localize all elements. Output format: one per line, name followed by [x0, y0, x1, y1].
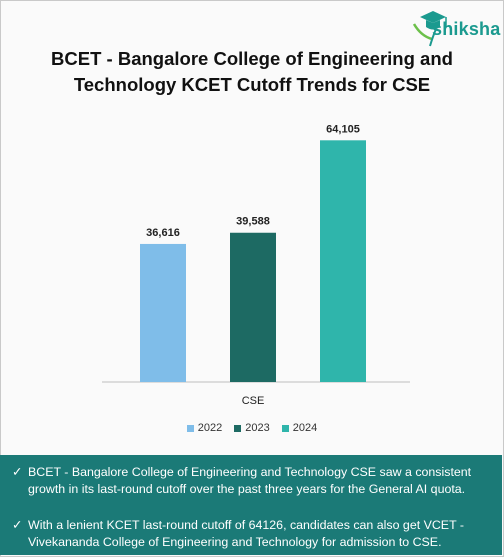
note-item: ✓ With a lenient KCET last-round cutoff …: [12, 517, 504, 551]
legend-label: 2024: [292, 422, 318, 434]
note-text: BCET - Bangalore College of Engineering …: [28, 465, 472, 496]
chart-title: BCET - Bangalore College of Engineering …: [51, 48, 453, 95]
category-label: CSE: [242, 395, 265, 407]
data-label-2023: 39,588: [236, 216, 270, 228]
graduation-cap-icon: [412, 11, 447, 47]
chart-legend: 2022 2023 2024: [0, 422, 504, 434]
checkmark-icon: ✓: [12, 465, 23, 479]
notes-panel: ✓ BCET - Bangalore College of Engineerin…: [0, 455, 502, 555]
bar-chart: 36,616 39,588 64,105 CSE: [102, 123, 410, 407]
checkmark-icon: ✓: [12, 518, 23, 532]
note-text: With a lenient KCET last-round cutoff of…: [28, 518, 464, 549]
legend-item-2022: 2022: [186, 422, 223, 434]
legend-item-2024: 2024: [281, 422, 318, 434]
data-label-2022: 36,616: [146, 227, 180, 239]
bar-2022: [140, 243, 186, 382]
legend-label: 2022: [197, 422, 223, 434]
bar-2024: [320, 140, 366, 382]
legend-item-2023: 2023: [234, 422, 270, 434]
bar-2023: [230, 232, 276, 382]
legend-swatch: [234, 424, 242, 432]
brand-logo: shiksha: [432, 19, 501, 39]
legend-swatch: [281, 424, 289, 432]
legend-swatch: [186, 424, 194, 432]
note-item: ✓ BCET - Bangalore College of Engineerin…: [12, 464, 504, 498]
data-label-2024: 64,105: [326, 123, 360, 135]
legend-label: 2023: [245, 422, 270, 434]
